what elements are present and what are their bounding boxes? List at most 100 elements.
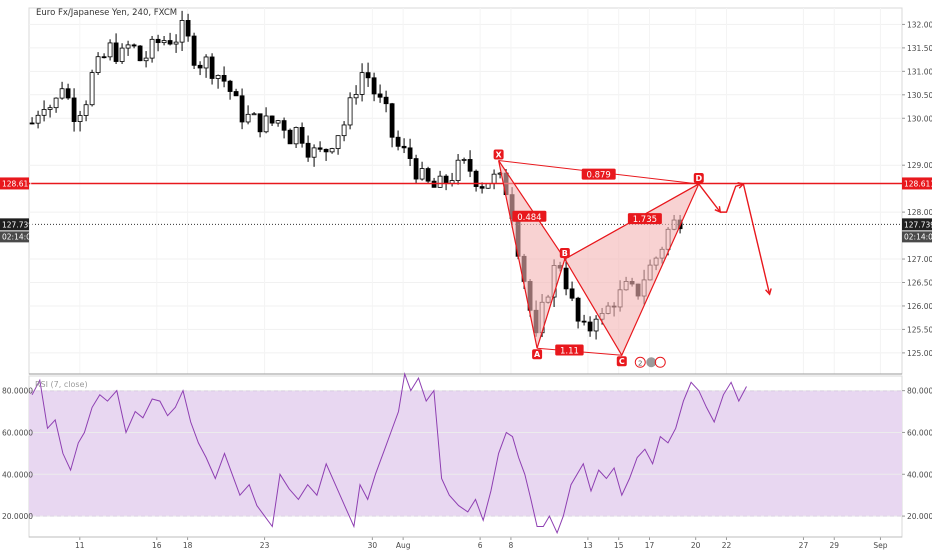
candle-body — [119, 47, 125, 62]
candle-body — [137, 45, 143, 62]
candle-body — [299, 127, 305, 144]
candle-body — [323, 148, 329, 153]
rsi-axis-label: 60.0000 — [907, 428, 932, 437]
candle-body — [425, 168, 431, 182]
time-axis-label: 17 — [645, 541, 655, 550]
candle-body — [359, 72, 365, 95]
candle-body — [245, 113, 251, 123]
candle-body — [47, 107, 53, 110]
event-badge-ring — [654, 356, 666, 368]
candle-body — [161, 40, 167, 44]
event-badge — [634, 356, 646, 368]
candle-body — [185, 20, 191, 37]
pattern-ratio-label: 1.11 — [560, 347, 579, 357]
pattern-ratio-box — [555, 344, 584, 356]
price-tag-right-label: 127.739 — [904, 220, 932, 229]
candle-body — [575, 297, 581, 322]
candle-body — [389, 103, 395, 138]
candle-body — [287, 129, 293, 145]
rsi-band — [29, 390, 902, 517]
candle-body — [29, 122, 35, 125]
candle-body — [167, 40, 173, 45]
event-badge-icon — [646, 357, 657, 368]
candle-body — [203, 56, 209, 69]
candle-body — [209, 56, 215, 79]
rsi-axis-label-left: 80.0000 — [2, 387, 33, 396]
candle-body — [479, 186, 485, 189]
level-tag-left-label: 128.611 — [2, 179, 33, 188]
time-axis-label: 15 — [614, 541, 624, 550]
candle-body — [395, 136, 401, 147]
candle-body — [485, 183, 491, 189]
candle-body — [377, 93, 383, 98]
candle-body — [335, 135, 341, 149]
candle-body — [431, 180, 437, 188]
pattern-point-x — [493, 149, 504, 160]
candle-body — [401, 145, 407, 149]
candle-body — [593, 318, 599, 332]
candle-body — [191, 35, 197, 66]
pattern-triangle-xab — [498, 160, 566, 349]
candle-body — [581, 320, 587, 323]
candle-body — [155, 38, 161, 44]
pattern-point-a — [532, 349, 543, 360]
price-tag-right — [902, 218, 932, 231]
projection-arrow-down — [714, 206, 722, 214]
candle-body — [239, 95, 245, 123]
pattern-ratio-box — [581, 168, 616, 180]
candle-body — [179, 20, 185, 43]
projection-leg — [698, 183, 721, 213]
candle-body — [215, 75, 221, 79]
candle-body — [149, 38, 155, 59]
candle-body — [341, 124, 347, 137]
price-axis: 132.000 131.500 131.000 130.500 130.000 129.0… — [902, 20, 932, 358]
candle-body — [251, 113, 257, 116]
price-axis-label: 125.500 — [907, 325, 932, 334]
candle-body — [305, 142, 311, 158]
price-axis-label: 129.000 — [907, 161, 932, 170]
candle-body — [329, 148, 335, 153]
price-axis-label: 125.000 — [907, 349, 932, 358]
projection-arrow-up — [737, 182, 745, 189]
candle-body — [233, 91, 239, 97]
price-tag-left-countdown-label: 02:14:02 — [2, 232, 36, 241]
price-tag-left — [0, 218, 29, 231]
time-axis-label: Aug — [396, 541, 411, 550]
candle-body — [35, 114, 41, 124]
pattern-point-label: X — [496, 151, 503, 160]
price-axis-label: 130.500 — [907, 91, 932, 100]
rsi-line — [31, 371, 747, 535]
pattern-ratio-label: 1.735 — [633, 215, 657, 225]
pattern-ratio-box — [627, 213, 662, 225]
time-axis-label: 23 — [260, 541, 270, 550]
level-tag-right — [902, 177, 932, 190]
rsi-axis-label-left: 60.0000 — [2, 428, 33, 437]
candle-body — [113, 42, 119, 62]
candle-body — [281, 120, 287, 131]
harmonic-pattern: 128.611 128.611 127.739 02:14:02 127.739 02:1… — [0, 149, 932, 368]
candle-body — [173, 41, 179, 45]
level-tag-left — [0, 177, 29, 190]
candle-body — [221, 75, 227, 82]
time-axis-label: 6 — [478, 541, 483, 550]
pattern-ratio-label: 0.484 — [517, 213, 541, 223]
rsi-grid — [29, 390, 902, 517]
event-badge-label: 2 — [638, 359, 642, 367]
time-axis-label: 11 — [75, 541, 85, 550]
candle-body — [311, 147, 317, 158]
candle-body — [443, 175, 449, 184]
candle-body — [197, 64, 203, 69]
pattern-point-c — [616, 356, 627, 367]
rsi-axis-label: 20.0000 — [907, 512, 932, 521]
candle-body — [437, 175, 443, 188]
candle-body — [77, 115, 83, 122]
price-axis-label: 128.000 — [907, 208, 932, 217]
price-grid — [29, 8, 902, 374]
pattern-point-label: A — [534, 350, 541, 359]
rsi-axis-label-left: 40.0000 — [2, 470, 33, 479]
candle-body — [383, 96, 389, 105]
pattern-point-label: D — [695, 174, 702, 183]
level-tag-right-label: 128.611 — [904, 179, 932, 188]
rsi-axis-label-left: 20.0000 — [2, 512, 33, 521]
